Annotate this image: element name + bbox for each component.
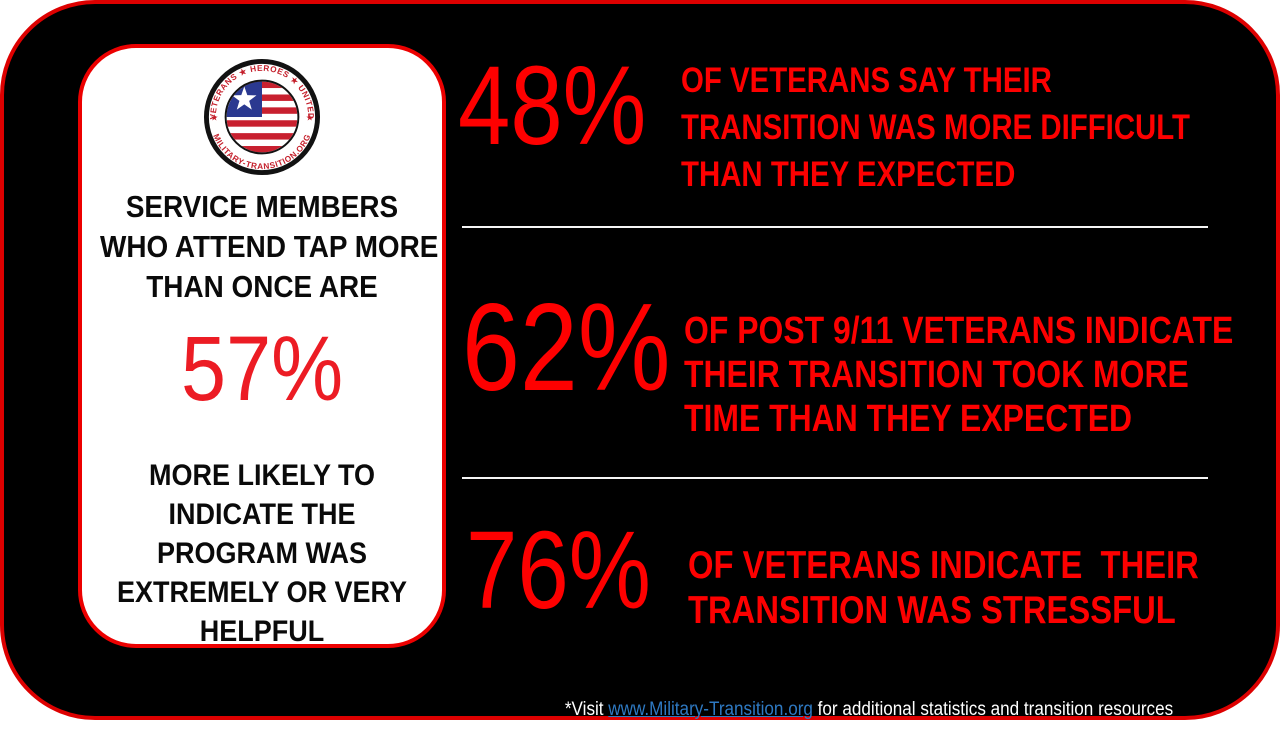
footer-note: *Visit www.Military-Transition.org for a… <box>450 671 1260 749</box>
card-heading-line: SERVICE MEMBERS <box>100 187 424 227</box>
card-heading-line: THAN ONCE ARE <box>100 267 424 307</box>
stat-description: OF VETERANS SAY THEIR TRANSITION WAS MOR… <box>681 57 1280 198</box>
stat-description-line: TIME THAN THEY EXPECTED <box>684 397 1233 441</box>
left-stat-card: VETERANS ★ HEROES ★ UNITED MILITARY-TRAN… <box>78 44 446 648</box>
card-heading-line: WHO ATTEND TAP MORE <box>100 227 424 267</box>
flag-emblem <box>227 82 298 153</box>
footer-prefix: *Visit <box>565 699 608 720</box>
stat-description-line: THEIR TRANSITION TOOK MORE <box>684 353 1233 397</box>
stat-description-line: TRANSITION WAS STRESSFUL <box>688 588 1199 633</box>
card-description-line: MORE LIKELY TO <box>100 456 424 495</box>
card-description-line: HELPFUL <box>100 612 424 651</box>
star-separator-icon: ★ <box>306 112 314 122</box>
stat-description-line: OF VETERANS INDICATE THEIR <box>688 543 1199 588</box>
card-heading: SERVICE MEMBERS WHO ATTEND TAP MORE THAN… <box>82 187 442 307</box>
card-description-line: INDICATE THE <box>100 495 424 534</box>
stat-description-line: OF VETERANS SAY THEIR <box>681 57 1190 104</box>
horizontal-divider <box>462 226 1208 228</box>
stat-description-line: OF POST 9/11 VETERANS INDICATE <box>684 309 1233 353</box>
horizontal-divider <box>462 477 1208 479</box>
stat-value: 76% <box>466 516 686 626</box>
stat-value: 48% <box>458 50 682 162</box>
card-description-line: EXTREMELY OR VERY <box>100 573 424 612</box>
stat-description: OF VETERANS INDICATE THEIR TRANSITION WA… <box>688 543 1280 633</box>
stat-description: OF POST 9/11 VETERANS INDICATE THEIR TRA… <box>684 309 1280 441</box>
military-transition-link[interactable]: www.Military-Transition.org <box>609 699 814 720</box>
footer-suffix: for additional statistics and transition… <box>813 699 1173 720</box>
military-transition-logo: VETERANS ★ HEROES ★ UNITED MILITARY-TRAN… <box>203 58 321 176</box>
card-description: MORE LIKELY TO INDICATE THE PROGRAM WAS … <box>82 456 442 651</box>
logo-container: VETERANS ★ HEROES ★ UNITED MILITARY-TRAN… <box>82 58 442 181</box>
card-description-line: PROGRAM WAS <box>100 534 424 573</box>
star-separator-icon: ★ <box>210 112 218 122</box>
stat-value: 62% <box>462 286 710 410</box>
stat-description-line: TRANSITION WAS MORE DIFFICULT <box>681 104 1190 151</box>
stat-description-line: THAN THEY EXPECTED <box>681 151 1190 198</box>
card-stat-value: 57% <box>82 319 442 420</box>
